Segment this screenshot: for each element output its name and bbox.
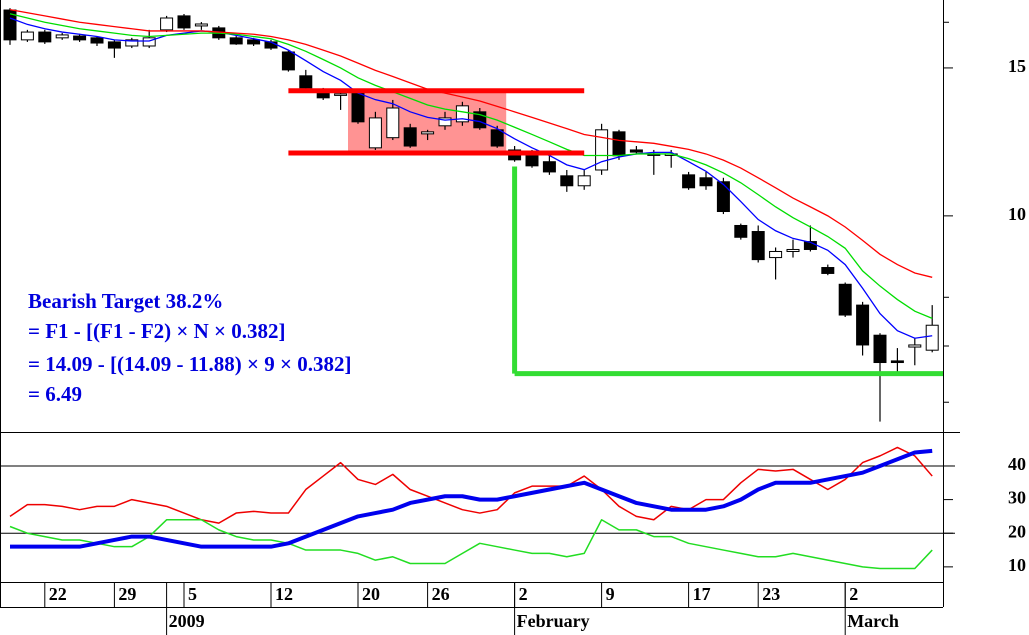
y-tick-label: 30 <box>1008 488 1026 508</box>
candle-body <box>20 31 34 41</box>
candle-body <box>612 131 626 157</box>
indicator-line <box>10 448 933 549</box>
candle-body <box>194 23 208 27</box>
candle-body <box>107 41 121 49</box>
y-tick-label: 40 <box>1008 454 1026 474</box>
candle-body <box>873 334 887 364</box>
y-tick-label: 10 <box>1008 204 1026 224</box>
x-tick-label: 2 <box>849 584 858 604</box>
candle-body <box>368 117 382 149</box>
indicator-line <box>9 519 933 570</box>
x-tick-label: 23 <box>762 584 780 604</box>
mid-layer <box>3 8 939 570</box>
candle-body <box>925 324 939 351</box>
candle-body <box>577 175 591 187</box>
candle-body <box>177 15 191 29</box>
y-tick-label: 10 <box>1008 555 1026 575</box>
candle-body <box>716 181 730 213</box>
candle-body <box>438 117 452 127</box>
candle-body <box>55 34 69 39</box>
annotation: = F1 - [(F1 - F2) × N × 0.382] <box>28 319 286 343</box>
candle-body <box>769 250 783 259</box>
candle-body <box>38 31 52 43</box>
candle-body <box>890 360 904 364</box>
annotation: Bearish Target 38.2% <box>28 289 223 313</box>
candle-body <box>595 129 609 171</box>
candle-body <box>229 37 243 45</box>
candle-body <box>699 177 713 187</box>
candle-body <box>160 17 174 31</box>
annotation: = 6.49 <box>28 382 82 406</box>
candle-body <box>421 131 435 135</box>
candle-body <box>856 304 870 346</box>
candle-body <box>629 149 643 153</box>
x-tick-label: 9 <box>606 584 615 604</box>
candle-body <box>525 153 539 167</box>
candle-body <box>334 93 348 96</box>
candle-body <box>751 231 765 261</box>
candle-body <box>560 175 574 187</box>
candle-body <box>490 129 504 147</box>
moving-average <box>9 13 933 320</box>
x-tick-label: 2 <box>519 584 528 604</box>
x-tick-label: 20 <box>362 584 380 604</box>
moving-average <box>9 8 933 278</box>
candle-body <box>786 248 800 252</box>
x-tick-label: 17 <box>693 584 711 604</box>
candle-body <box>90 37 104 44</box>
candle-body <box>125 39 139 47</box>
candle-body <box>838 283 852 316</box>
month-label: March <box>847 611 899 631</box>
x-tick-label: 12 <box>275 584 293 604</box>
frame <box>0 0 960 608</box>
month-label: 2009 <box>169 611 205 631</box>
candle-body <box>734 224 748 238</box>
candle-body <box>455 105 469 123</box>
candle-body <box>351 91 365 123</box>
annotation: = 14.09 - [(14.09 - 11.88) × 9 × 0.382] <box>28 352 351 376</box>
candle-body <box>821 267 835 274</box>
moving-average <box>9 17 933 339</box>
candle-body <box>403 127 417 147</box>
y-tick-label: 15 <box>1008 56 1026 76</box>
month-label: February <box>517 611 590 631</box>
candle-body <box>73 35 87 41</box>
x-tick-label: 5 <box>188 584 197 604</box>
x-tick-label: 29 <box>118 584 136 604</box>
indicator-line <box>9 446 933 524</box>
candle-body <box>247 39 261 45</box>
candle-body <box>142 37 156 47</box>
candle-body <box>542 161 556 173</box>
y-tick-label: 20 <box>1008 521 1026 541</box>
x-tick-label: 22 <box>49 584 67 604</box>
candle-body <box>908 344 922 348</box>
candle-body <box>386 107 400 139</box>
candle-body <box>299 75 313 89</box>
candle-body <box>682 174 696 189</box>
front-layer: 10 15 Bearish Target 38.2% = F1 - [(F1 - F2… <box>28 21 1026 635</box>
x-tick-label: 26 <box>432 584 450 604</box>
candle-body <box>281 51 295 71</box>
